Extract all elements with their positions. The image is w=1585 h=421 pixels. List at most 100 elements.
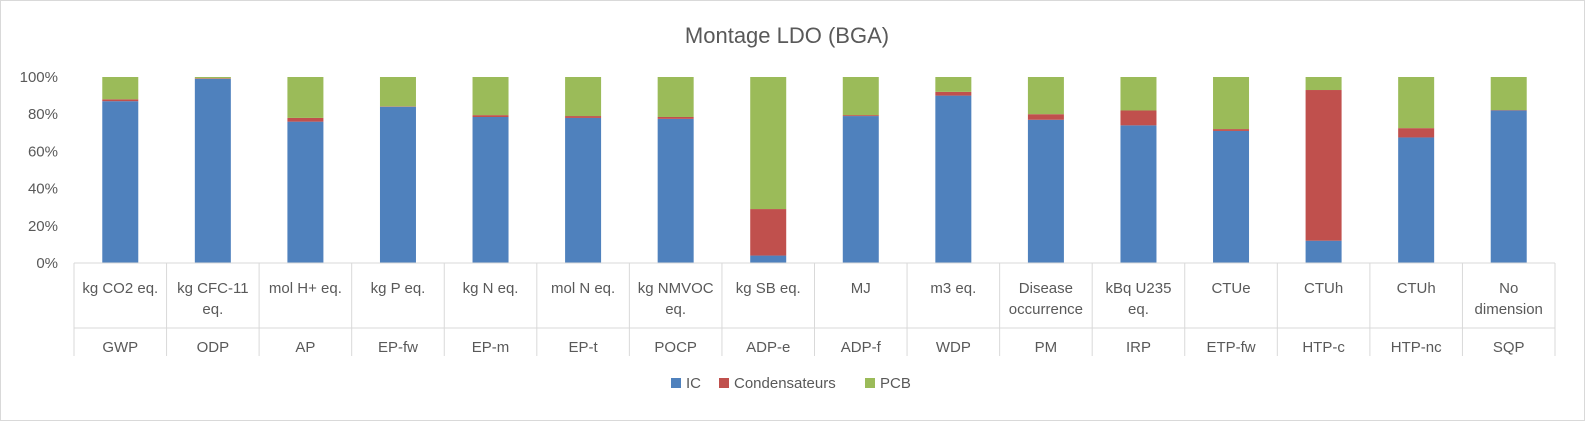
y-tick-label: 0% [36, 255, 58, 272]
bar-segment-pcb [379, 77, 416, 107]
x-unit-label: kg P eq. [371, 280, 426, 297]
bar-segment-pcb [657, 77, 694, 117]
bar-segment-ic [102, 101, 139, 264]
x-unit-label: m3 eq. [930, 280, 976, 297]
bar-segment-pcb [1213, 77, 1250, 130]
y-tick-label: 60% [28, 143, 58, 160]
y-tick-label: 80% [28, 106, 58, 123]
x-indicator-label: ODP [197, 339, 230, 356]
bar-segment-condensateurs [1305, 90, 1342, 241]
bar-segment-condensateurs [194, 78, 231, 79]
bar-segment-condensateurs [750, 209, 787, 256]
legend-label-condensateurs: Condensateurs [734, 375, 836, 392]
bar-segment-condensateurs [935, 91, 972, 96]
y-tick-label: 100% [20, 69, 58, 86]
x-unit-label: eq. [665, 301, 686, 318]
x-unit-label: dimension [1475, 301, 1543, 318]
bar-segment-pcb [1120, 77, 1157, 111]
bar-segment-condensateurs [1398, 128, 1435, 138]
x-unit-label: kg CO2 eq. [82, 280, 158, 297]
bar-segment-ic [287, 121, 324, 263]
legend: IC Condensateurs PCB [671, 375, 911, 392]
bar-segment-pcb [1398, 77, 1435, 129]
x-indicator-label: PM [1035, 339, 1058, 356]
x-unit-label: CTUe [1211, 280, 1250, 297]
bar-segment-ic [657, 118, 694, 263]
x-indicator-label: POCP [654, 339, 697, 356]
bar-segment-condensateurs [472, 115, 509, 117]
legend-swatch-ic [671, 378, 681, 388]
x-unit-label: kg CFC-11 [177, 280, 248, 297]
x-indicator-label: HTP-c [1302, 339, 1345, 356]
plot-layer: 0% 20% 40% 60% 80% 100% kg CO2 eq. GWP kg CFC-11… [20, 69, 1556, 356]
x-unit-label: eq. [202, 301, 223, 318]
bar-segment-condensateurs [842, 115, 879, 117]
bar-segment-ic [194, 78, 231, 263]
x-unit-label: MJ [851, 280, 871, 297]
bar-segment-pcb [1027, 77, 1064, 115]
x-indicator-label: ADP-f [841, 339, 882, 356]
bar-segment-condensateurs [565, 116, 602, 118]
bar-segment-ic [935, 95, 972, 263]
bar-segment-condensateurs [1120, 110, 1157, 126]
bar-segment-pcb [842, 77, 879, 116]
x-unit-label: CTUh [1397, 280, 1436, 297]
bar-segment-ic [842, 116, 879, 263]
x-indicator-label: IRP [1126, 339, 1151, 356]
bar-segment-pcb [102, 77, 139, 100]
bar-segment-ic [1213, 130, 1250, 263]
bar-segment-pcb [194, 77, 231, 79]
x-indicator-label: EP-t [569, 339, 599, 356]
legend-swatch-pcb [865, 378, 875, 388]
bar-segment-pcb [287, 77, 324, 118]
x-indicator-label: GWP [102, 339, 138, 356]
bar-segment-pcb [750, 77, 787, 210]
bar-segment-ic [1120, 125, 1157, 263]
x-indicator-label: ADP-e [746, 339, 790, 356]
bar-segment-ic [1305, 240, 1342, 263]
x-indicator-label: EP-fw [378, 339, 418, 356]
x-indicator-label: EP-m [472, 339, 510, 356]
bar-segment-ic [1027, 119, 1064, 263]
bar-segment-pcb [1490, 77, 1527, 111]
x-unit-label: mol H+ eq. [269, 280, 342, 297]
bar-segment-condensateurs [102, 99, 139, 102]
bar-segment-pcb [472, 77, 509, 116]
x-indicator-label: HTP-nc [1391, 339, 1442, 356]
x-indicator-label: SQP [1493, 339, 1525, 356]
legend-swatch-condensateurs [719, 378, 729, 388]
bar-segment-pcb [1305, 77, 1342, 91]
chart-title: Montage LDO (BGA) [685, 23, 889, 48]
bar-segment-condensateurs [1027, 114, 1064, 120]
x-unit-label: kBq U235 [1106, 280, 1172, 297]
bar-segment-ic [472, 116, 509, 264]
bar-segment-condensateurs [1213, 129, 1250, 131]
x-unit-label: kg NMVOC [638, 280, 714, 297]
bar-segment-condensateurs [657, 116, 694, 119]
y-tick-label: 40% [28, 181, 58, 198]
x-indicator-label: WDP [936, 339, 971, 356]
x-unit-label: No [1499, 280, 1518, 297]
bar-segment-condensateurs [287, 117, 324, 122]
bar-segment-ic [750, 255, 787, 263]
x-unit-label: kg SB eq. [736, 280, 801, 297]
x-unit-label: occurrence [1009, 301, 1083, 318]
x-indicator-label: ETP-fw [1206, 339, 1255, 356]
x-indicator-label: AP [295, 339, 315, 356]
bar-segment-pcb [935, 77, 972, 92]
x-unit-label: kg N eq. [463, 280, 519, 297]
legend-label-ic: IC [686, 375, 701, 392]
x-unit-label: mol N eq. [551, 280, 615, 297]
x-unit-label: eq. [1128, 301, 1149, 318]
bar-segment-ic [1490, 110, 1527, 263]
bar-segment-ic [379, 106, 416, 263]
bar-segment-ic [565, 117, 602, 263]
y-tick-label: 20% [28, 218, 58, 235]
bar-segment-pcb [565, 77, 602, 117]
x-unit-label: Disease [1019, 280, 1073, 297]
x-unit-label: CTUh [1304, 280, 1343, 297]
bar-segment-ic [1398, 137, 1435, 263]
